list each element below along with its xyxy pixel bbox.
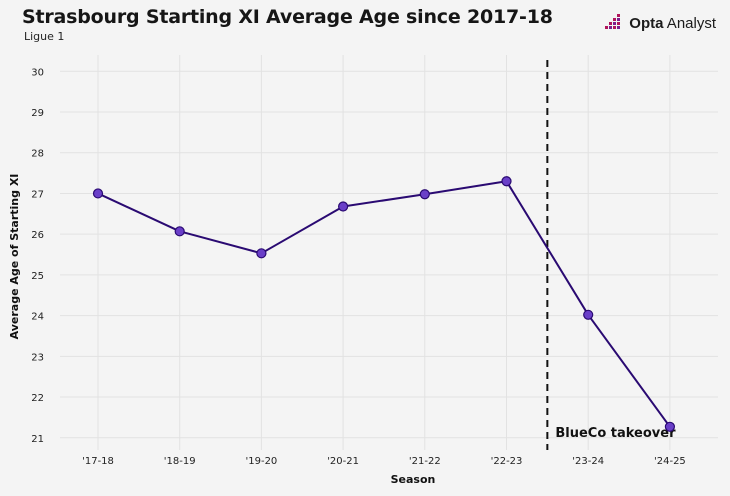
x-tick-label: '24-25	[654, 456, 686, 467]
data-point	[501, 176, 512, 187]
takeover-annotation: BlueCo takeover	[555, 426, 676, 441]
opta-analyst-logo: Opta Analyst	[604, 14, 716, 32]
y-tick-label: 22	[31, 393, 44, 404]
grid-lines	[60, 55, 718, 450]
chart-subtitle: Ligue 1	[24, 30, 65, 43]
x-tick-label: '22-23	[491, 456, 523, 467]
y-tick-label: 23	[31, 352, 44, 363]
data-point	[419, 189, 430, 200]
x-tick-label: '18-19	[164, 456, 196, 467]
series-age	[92, 176, 676, 432]
opta-logo-icon	[605, 14, 621, 29]
y-tick-label: 30	[31, 67, 44, 78]
y-tick-label: 24	[31, 312, 44, 323]
y-tick-label: 28	[31, 149, 44, 160]
brand-name: Opta Analyst	[629, 15, 716, 32]
series-line	[97, 180, 671, 428]
brand-name-light: Analyst	[663, 14, 716, 32]
y-tick-label: 21	[31, 434, 44, 445]
y-axis-label: Average Age of Starting XI	[8, 174, 21, 340]
y-tick-label: 29	[31, 108, 44, 119]
x-tick-label: '20-21	[327, 456, 359, 467]
y-tick-label: 25	[31, 271, 44, 282]
data-point	[174, 226, 185, 237]
data-point	[92, 188, 104, 199]
axes: 21 22 23 24 25 26 27 28 29 30 '17-18 '18-19 '19-20 '2…	[31, 67, 686, 467]
x-tick-label: '19-20	[245, 456, 277, 467]
brand-name-bold: Opta	[629, 14, 664, 32]
data-point	[256, 248, 267, 259]
x-tick-label: '23-24	[572, 456, 604, 467]
data-point	[664, 421, 676, 432]
chart-title: Strasbourg Starting XI Average Age since…	[22, 6, 553, 28]
y-tick-label: 27	[31, 189, 44, 200]
x-axis-label: Season	[391, 473, 436, 486]
x-tick-label: '21-22	[409, 456, 441, 467]
data-point	[338, 201, 349, 212]
data-point	[583, 309, 594, 320]
x-tick-label: '17-18	[82, 456, 114, 467]
y-tick-label: 26	[31, 230, 44, 241]
